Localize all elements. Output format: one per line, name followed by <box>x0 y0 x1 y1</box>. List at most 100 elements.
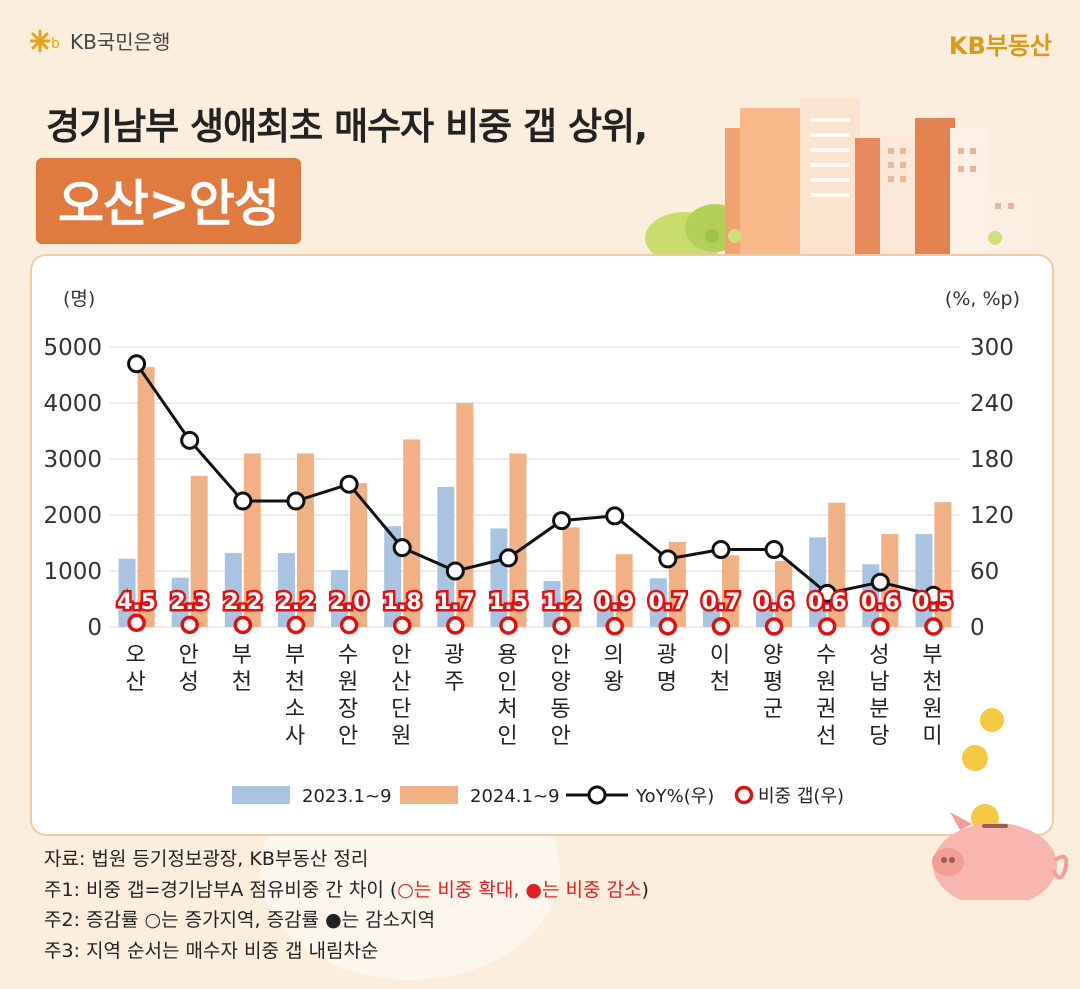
x-category-label: 양 <box>550 670 570 695</box>
legend-swatch-2024 <box>400 786 458 804</box>
y-right-tick-label: 60 <box>970 559 999 585</box>
bar-2023 <box>649 578 667 627</box>
x-category-label: 수 <box>338 643 358 668</box>
y-right-axis-label: (%, %p) <box>945 288 1020 310</box>
x-category-label: 주 <box>444 670 464 695</box>
gap-data-label: 0.9 <box>595 590 634 615</box>
bar-2024 <box>721 555 739 627</box>
gap-marker <box>605 616 624 636</box>
legend-label-2023: 2023.1~9 <box>302 786 392 807</box>
yoy-point <box>764 540 784 560</box>
yoy-point <box>658 549 678 569</box>
yoy-point <box>127 354 147 374</box>
gap-data-label: 0.7 <box>648 590 687 615</box>
coin-icon <box>980 708 1004 732</box>
gap-data-label: 2.0 <box>330 590 369 615</box>
gap-data-label: 4.5 <box>117 590 156 615</box>
x-category-label: 안 <box>550 724 570 749</box>
star-icon: b <box>30 29 60 52</box>
bar-2023 <box>915 534 933 627</box>
gap-marker <box>924 617 943 636</box>
x-category-label: 성 <box>869 643 889 668</box>
gap-marker <box>764 617 784 636</box>
source-note: 자료: 법원 등기정보광장, KB부동산 정리 <box>44 848 369 870</box>
bar-2024 <box>562 527 580 627</box>
x-category-label: 천 <box>232 670 252 695</box>
legend-label-yoy: YoY%(우) <box>635 786 714 807</box>
bar-2023 <box>224 553 242 627</box>
x-category-label: 천 <box>285 670 305 695</box>
x-category-label: 사 <box>285 724 305 749</box>
x-category-label: 인 <box>497 670 517 695</box>
gap-data-label: 0.6 <box>808 590 847 615</box>
x-category-label: 권 <box>816 697 836 722</box>
bar-2024 <box>775 560 793 627</box>
yoy-line <box>135 362 934 597</box>
x-category-label: 장 <box>338 697 358 722</box>
x-category-label: 군 <box>763 697 783 722</box>
x-category-label: 양 <box>763 643 783 668</box>
x-category-label: 부 <box>922 643 942 668</box>
gap-marker <box>552 616 571 636</box>
yoy-point <box>923 585 943 605</box>
gap-marker <box>446 616 465 635</box>
yoy-point <box>339 474 359 494</box>
gap-data-label: 1.5 <box>489 590 528 615</box>
y-left-tick-label: 4000 <box>43 391 102 417</box>
bar-2024 <box>137 367 155 627</box>
x-category-label: 의 <box>604 643 624 668</box>
x-category-label: 광 <box>657 643 677 668</box>
x-category-label: 소 <box>285 697 305 722</box>
legend-swatch-2023 <box>232 786 290 804</box>
x-category-label: 인 <box>497 724 517 749</box>
bar-2024 <box>190 475 208 627</box>
gap-data-label: 0.6 <box>861 590 900 615</box>
y-left-tick-label: 1000 <box>43 559 102 585</box>
yoy-point <box>498 548 518 568</box>
yoy-point <box>605 506 625 526</box>
yoy-point <box>180 430 200 450</box>
y-right-tick-label: 300 <box>970 335 1014 361</box>
gap-marker <box>499 616 518 635</box>
yoy-point <box>392 538 412 558</box>
note-1: 주1: 비중 갭=경기남부A 점유비중 간 차이 (○는 비중 확대, ●는 비… <box>44 875 649 906</box>
yoy-point <box>711 540 731 560</box>
yoy-point <box>445 561 465 581</box>
yoy-point <box>286 491 306 511</box>
bank-name: KB국민은행 <box>70 30 171 54</box>
x-category-label: 원 <box>338 670 358 695</box>
gap-marker <box>871 617 890 636</box>
x-category-label: 분 <box>869 697 889 722</box>
bar-2024 <box>509 453 527 627</box>
x-category-label: 수 <box>816 643 836 668</box>
x-category-label: 평 <box>763 670 783 695</box>
bar-2023 <box>277 553 295 627</box>
x-category-label: 안 <box>179 643 199 668</box>
yoy-point <box>552 511 572 531</box>
x-category-label: 선 <box>816 724 836 749</box>
bar-2023 <box>171 577 189 627</box>
x-category-label: 원 <box>922 697 942 722</box>
gap-data-label: 1.2 <box>542 590 581 615</box>
gap-marker <box>286 615 306 635</box>
gap-data-label: 2.3 <box>170 590 209 615</box>
x-category-label: 부 <box>285 643 305 668</box>
y-right-tick-label: 180 <box>970 447 1014 473</box>
gap-marker <box>658 617 678 636</box>
x-category-label: 원 <box>391 724 411 749</box>
note-3: 주3: 지역 순서는 매수자 비중 갭 내림차순 <box>44 939 379 962</box>
gap-marker <box>180 615 199 635</box>
x-category-label: 이 <box>710 643 730 668</box>
y-right-tick-label: 0 <box>970 615 985 641</box>
x-category-label: 광 <box>444 643 464 668</box>
gap-marker <box>392 616 412 635</box>
gap-data-label: 2.2 <box>223 590 262 615</box>
x-category-label: 단 <box>391 697 411 722</box>
gap-marker <box>817 617 837 636</box>
x-category-label: 산 <box>391 670 411 695</box>
page-subtitle: 오산>안성 <box>36 158 301 244</box>
x-category-label: 오 <box>125 643 145 668</box>
x-category-label: 원 <box>816 670 836 695</box>
x-category-label: 용 <box>497 643 517 668</box>
